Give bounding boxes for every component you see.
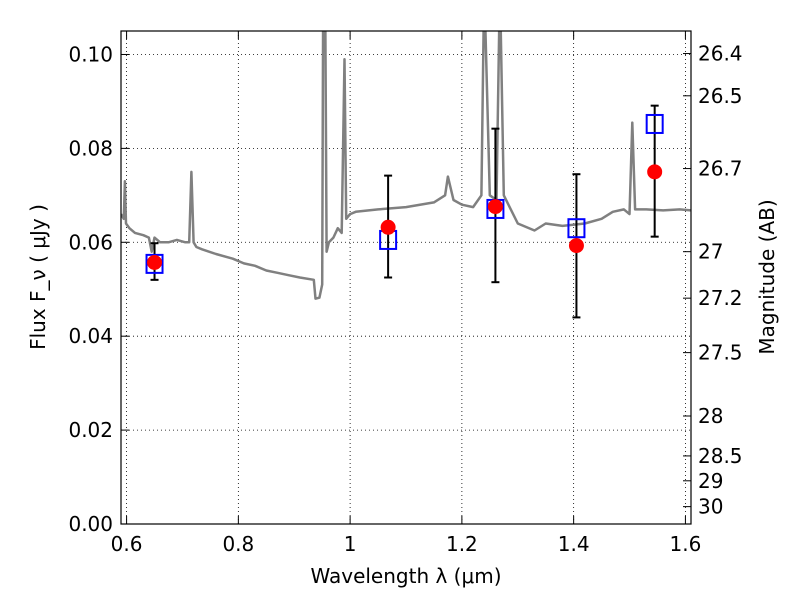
magnitude-tick-label: 26.5 — [698, 84, 743, 108]
magnitude-tick-label: 29 — [698, 469, 723, 493]
magnitude-tick-label: 27.2 — [698, 286, 743, 310]
y-tick-label: 0.06 — [68, 230, 113, 254]
spectrum-line — [121, 31, 691, 300]
observed-flux-point — [487, 199, 503, 215]
y-tick-label: 0.04 — [68, 324, 113, 348]
x-tick-label: 0.6 — [111, 532, 143, 556]
y-tick-label: 0.00 — [68, 512, 113, 536]
model-photometry-square — [567, 218, 586, 239]
model-photometry-square — [645, 113, 664, 134]
x-axis-title: Wavelength λ (μm) — [310, 564, 501, 588]
axes: 0.6 0.8 1 1.2 1.4 1.6 0.00 0.02 0.04 0.06 0.08 0.10… — [68, 31, 743, 556]
y-tick-label: 0.02 — [68, 418, 113, 442]
observed-flux-point — [647, 164, 663, 180]
y-tick-label: 0.08 — [68, 136, 113, 160]
magnitude-tick-label: 28 — [698, 404, 723, 428]
magnitude-tick-label: 27 — [698, 240, 723, 264]
x-tick-label: 1 — [344, 532, 357, 556]
x-tick-label: 1.2 — [446, 532, 478, 556]
right-axis-title: Magnitude (AB) — [755, 199, 779, 354]
observed-flux-point — [568, 238, 584, 254]
plot-area — [121, 31, 691, 319]
plot-frame — [120, 30, 692, 525]
observed-flux-point — [147, 254, 163, 270]
magnitude-tick-label: 26.4 — [698, 42, 743, 66]
magnitude-tick-label: 27.5 — [698, 341, 743, 365]
model-photometry-square — [145, 253, 164, 274]
magnitude-tick-label: 26.7 — [698, 157, 743, 181]
magnitude-tick-label: 30 — [698, 495, 723, 519]
y-tick-label: 0.10 — [68, 42, 113, 66]
y-axis-title: Flux F_ν ( μJy ) — [26, 204, 50, 350]
x-tick-label: 0.8 — [222, 532, 254, 556]
x-tick-label: 1.6 — [670, 532, 702, 556]
x-tick-label: 1.4 — [558, 532, 590, 556]
plot-background — [121, 31, 691, 524]
observed-flux-point — [380, 219, 396, 235]
magnitude-tick-label: 28.5 — [698, 444, 743, 468]
